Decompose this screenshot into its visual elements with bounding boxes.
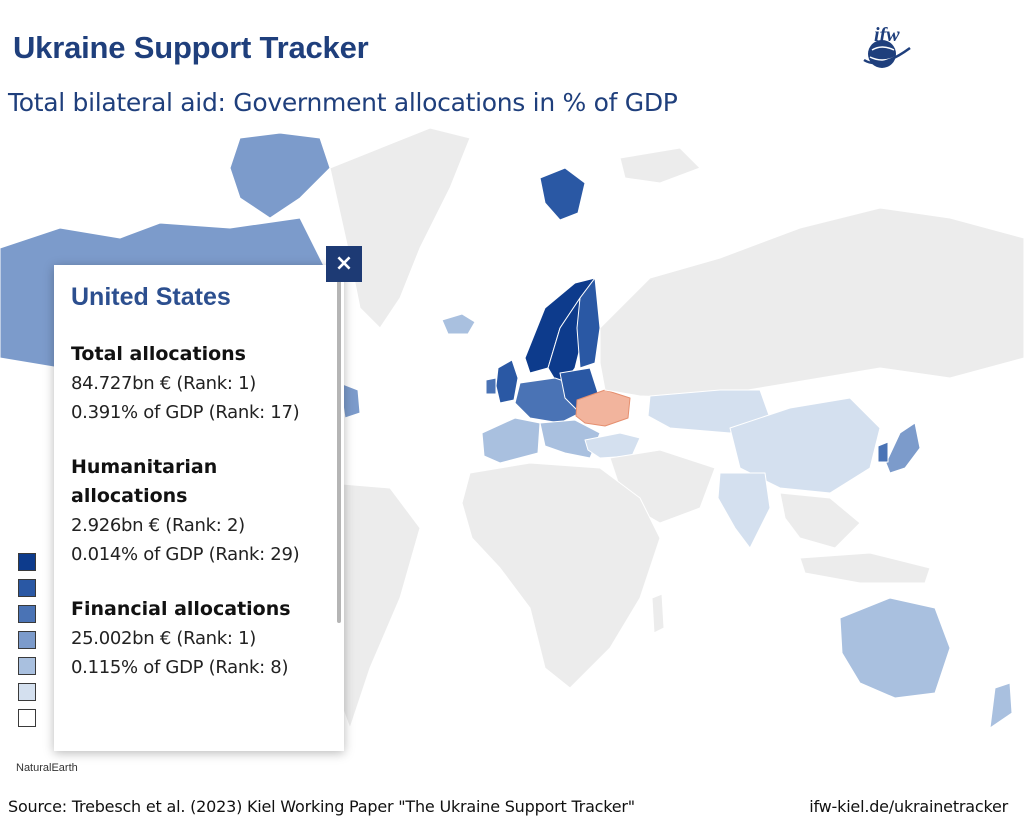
section-value: 0.014% of GDP (Rank: 29) [71,544,300,565]
legend-swatch [18,605,36,623]
globe-logo-icon [863,40,911,68]
section-value: 84.727bn € (Rank: 1) [71,373,256,394]
close-popup-button[interactable]: × [326,246,362,282]
region-australia[interactable] [839,597,951,699]
country-info-popup: United States Total allocations 84.727bn… [54,265,344,751]
color-legend [18,553,36,735]
popup-country-name: United States [71,283,231,311]
region-madagascar[interactable] [651,593,665,634]
source-note: Source: Trebesch et al. (2023) Kiel Work… [8,797,635,816]
region-africa[interactable] [461,462,661,689]
region-india[interactable] [717,472,771,549]
map-attribution[interactable]: NaturalEarth [16,762,78,774]
popup-scrollbar[interactable] [337,273,341,743]
close-icon: × [334,251,354,276]
popup-content: United States Total allocations 84.727bn… [54,265,332,751]
legend-swatch [18,553,36,571]
popup-section-financial: Financial allocations 25.002bn € (Rank: … [71,595,332,682]
legend-swatch [18,631,36,649]
region-finland[interactable] [576,277,601,369]
world-map[interactable] [0,128,1024,790]
region-arctic-islands-east[interactable] [619,147,701,184]
region-ireland[interactable] [485,377,497,395]
region-russia[interactable] [599,207,1024,399]
section-heading: Humanitarian allocations [71,456,218,507]
region-france-iberia[interactable] [481,417,541,464]
region-svalbard[interactable] [539,167,586,221]
region-new-zealand[interactable] [989,682,1013,729]
chart-subtitle: Total bilateral aid: Government allocati… [8,88,678,117]
legend-swatch [18,579,36,597]
legend-swatch [18,683,36,701]
region-iceland[interactable] [441,313,476,335]
section-value: 0.115% of GDP (Rank: 8) [71,657,289,678]
legend-swatch [18,657,36,675]
region-southeast-asia[interactable] [779,492,861,549]
legend-swatch [18,709,36,727]
popup-section-humanitarian: Humanitarian allocations 2.926bn € (Rank… [71,453,332,569]
logo-wordmark: ifw [874,24,900,46]
section-value: 2.926bn € (Rank: 2) [71,515,245,536]
section-heading: Total allocations [71,343,246,365]
region-greenland[interactable] [329,128,471,329]
section-value: 25.002bn € (Rank: 1) [71,628,256,649]
region-arctic-islands[interactable] [229,132,331,219]
section-value: 0.391% of GDP (Rank: 17) [71,402,300,423]
ifw-logo: ifw [860,24,930,72]
region-italy-balkans[interactable] [539,419,601,459]
page-title: Ukraine Support Tracker [13,30,369,65]
popup-section-total: Total allocations 84.727bn € (Rank: 1) 0… [71,340,332,427]
region-korea[interactable] [877,441,889,463]
region-indonesia[interactable] [799,552,931,584]
region-ukraine[interactable] [575,389,631,427]
section-heading: Financial allocations [71,598,291,620]
site-link[interactable]: ifw-kiel.de/ukrainetracker [809,797,1008,816]
world-map-canvas[interactable] [0,128,1024,790]
region-japan[interactable] [885,422,921,474]
region-uk[interactable] [495,359,519,404]
popup-scrollbar-thumb[interactable] [337,273,341,623]
